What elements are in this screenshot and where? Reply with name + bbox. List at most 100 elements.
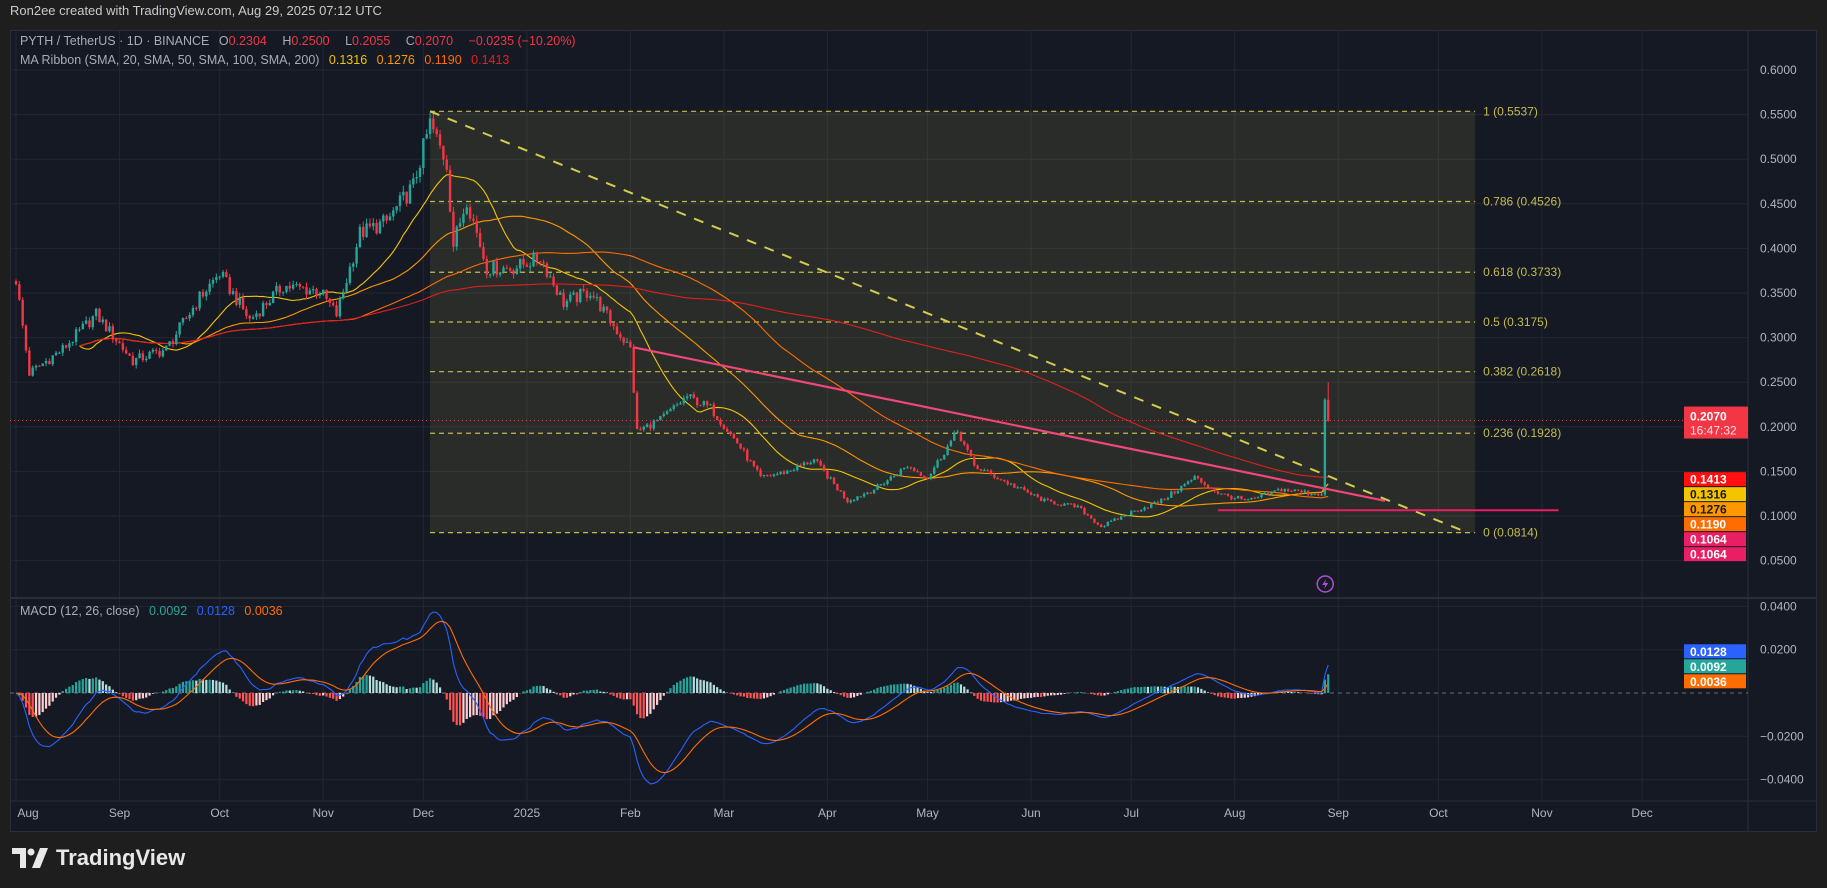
candle-body [378,221,382,234]
candle-body [28,350,31,376]
macd-histogram-bar [235,693,238,697]
macd-histogram-bar [842,693,846,697]
macd-histogram-bar [979,693,983,701]
candle-body [659,416,662,421]
candle-body [1173,491,1176,494]
macd-histogram-bar [485,693,488,720]
candle-body [635,392,639,430]
candle-body [258,313,261,317]
candle-body [51,355,54,365]
candle-body [1083,507,1086,515]
macd-histogram-bar [248,693,251,706]
candle-body [1256,497,1260,499]
macd-histogram-bar [1246,693,1250,698]
macd-histogram-bar [228,689,231,693]
candle-body [1190,480,1193,482]
candle-body [465,207,468,214]
time-tick-label: Aug [17,806,38,820]
macd-histogram-bar [582,690,585,693]
macd-histogram-bar [275,692,278,693]
macd-histogram-bar [395,687,398,693]
candle-body [989,470,993,474]
tradingview-logo[interactable]: TradingView [12,845,185,871]
macd-histogram-bar [1243,693,1246,698]
time-tick-label: Sep [1328,806,1350,820]
macd-histogram-bar [702,680,705,693]
macd-histogram-bar [1293,691,1296,693]
candle-body [318,294,322,296]
candle-body [518,258,522,269]
fib-level-label: 0.382 (0.2618) [1483,365,1561,379]
candle-body [181,318,185,323]
macd-histogram-bar [225,684,228,693]
candle-body [1310,494,1313,496]
chart-panel[interactable] [10,30,1817,832]
macd-title[interactable]: MACD (12, 26, close) [20,604,140,618]
time-tick-label: Jul [1124,806,1139,820]
candle-body [652,420,655,429]
candle-body [896,475,899,477]
macd-histogram-bar [722,691,725,693]
macd-histogram-bar [826,688,829,693]
candle-body [34,365,38,368]
candle-body [84,320,88,324]
candle-body [148,351,151,359]
candle-body [1223,493,1226,495]
macd-histogram-bar [856,693,859,696]
candle-body [619,334,622,338]
macd-histogram-bar [822,686,826,693]
candle-body [752,460,756,467]
candle-body [41,363,44,367]
macd-badge-value: 0.0092 [1690,660,1727,674]
candle-body [432,118,435,130]
macd-histogram-bar [328,693,331,698]
macd-histogram-bar [909,684,912,693]
macd-histogram-bar [829,690,832,693]
candle-body [599,296,602,312]
macd-histogram-bar [772,693,776,695]
macd-histogram-bar [372,676,375,693]
candle-body [939,459,943,461]
candle-body [872,489,876,494]
macd-histogram-bar [255,693,258,706]
macd-histogram-bar [966,689,969,693]
candle-body [352,263,355,267]
macd-histogram-bar [1257,693,1260,696]
candle-body [792,470,796,472]
candle-body [1323,399,1327,495]
candle-body [529,266,532,268]
macd-histogram-bar [1003,693,1006,702]
candle-body [311,289,315,291]
candle-body [1293,489,1297,492]
candle-body [124,349,128,354]
candle-body [1076,505,1080,508]
candle-body [629,341,632,348]
candle-body [1003,479,1006,482]
macd-histogram-bar [645,693,649,717]
candle-body [852,500,856,502]
candle-body [605,306,609,311]
candle-body [585,290,589,298]
symbol-title[interactable]: PYTH / TetherUS · 1D · BINANCE [20,34,210,48]
macd-histogram-bar [1200,688,1203,693]
candle-body [1210,487,1213,489]
price-tick-label: 0.2500 [1760,375,1797,389]
candle-body [248,315,251,319]
candle-body [44,360,48,364]
macd-histogram-bar [542,686,545,693]
macd-histogram-bar [388,685,392,693]
macd-histogram-bar [639,693,642,719]
candle-body [185,318,188,320]
candle-body [776,473,779,475]
macd-histogram-bar [809,683,812,693]
candle-body [268,303,271,306]
ma-ribbon-title[interactable]: MA Ribbon (SMA, 20, SMA, 50, SMA, 100, S… [20,53,320,67]
candle-body [949,440,953,447]
macd-histogram-bar [128,693,131,699]
candle-body [709,404,712,406]
candle-body [38,365,41,367]
macd-histogram-bar [512,693,515,700]
macd-histogram-bar [649,693,652,714]
candle-body [418,168,422,178]
